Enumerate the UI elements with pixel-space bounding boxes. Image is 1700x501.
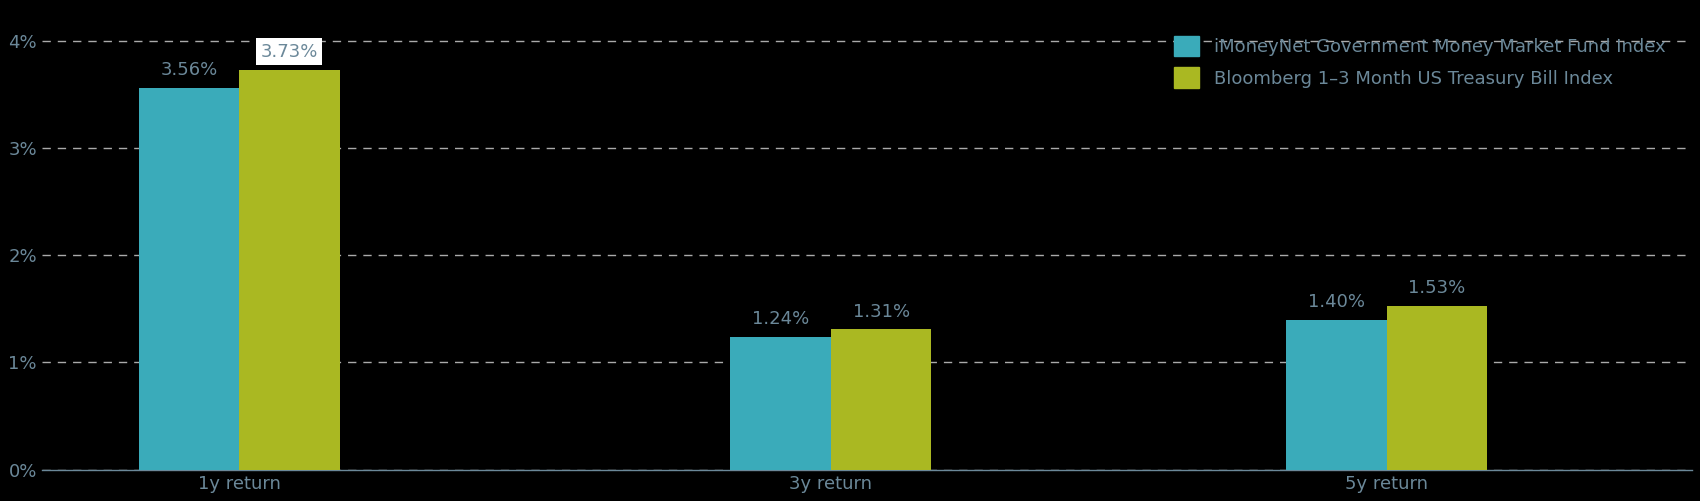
Text: 1.31%: 1.31% [852, 303, 910, 321]
Text: 3.73%: 3.73% [260, 43, 318, 61]
Text: 3.56%: 3.56% [160, 61, 218, 79]
Text: 1.40%: 1.40% [1307, 293, 1365, 311]
Bar [831, 329, 932, 470]
Bar [1287, 320, 1387, 470]
Text: 1.24%: 1.24% [751, 310, 809, 328]
Legend: iMoneyNet Government Money Market Fund Index, Bloomberg 1–3 Month US Treasury Bi: iMoneyNet Government Money Market Fund I… [1164, 27, 1674, 97]
Bar [1387, 306, 1488, 470]
Bar [731, 337, 831, 470]
Text: 1.53%: 1.53% [1408, 279, 1465, 297]
Bar [240, 70, 340, 470]
Bar [139, 88, 240, 470]
